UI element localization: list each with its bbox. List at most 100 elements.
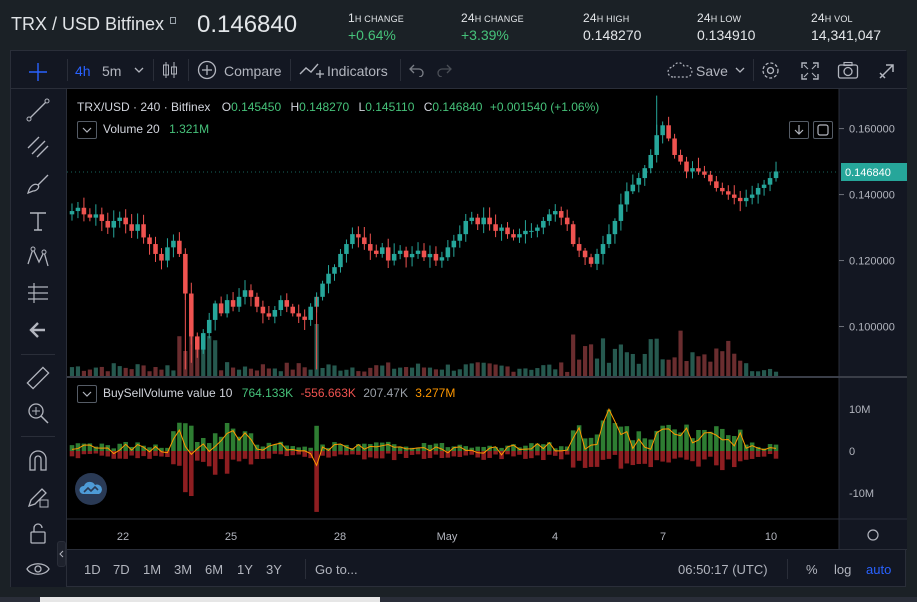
lock-icon[interactable] [25, 520, 51, 546]
bsv-buy-bar [678, 432, 683, 451]
candle-body [505, 227, 510, 235]
range-1m-button[interactable]: 1M [143, 562, 162, 577]
indicators-button[interactable]: Indicators [327, 63, 388, 79]
range-3y-button[interactable]: 3Y [266, 562, 282, 577]
chevron-down-icon[interactable] [134, 66, 144, 74]
bsv-buy-bar [672, 429, 677, 451]
candle-body [618, 204, 624, 221]
candle-body [248, 290, 254, 297]
bsv-buy-bar [481, 446, 486, 451]
bsv-sell-bar [666, 451, 671, 463]
pane-down-button[interactable] [789, 121, 809, 139]
toolbar-divider [153, 59, 154, 81]
range-1y-button[interactable]: 1Y [237, 562, 253, 577]
candle-body [636, 178, 642, 185]
prediction-tool-icon[interactable] [25, 280, 51, 306]
pattern-tool-icon[interactable] [25, 244, 51, 270]
volume-bar [165, 365, 170, 376]
auto-toggle[interactable]: auto [866, 562, 892, 577]
bsv-buy-bar [206, 443, 212, 451]
bsv-buy-bar [212, 433, 218, 451]
utc-clock[interactable]: 06:50:17 (UTC) [678, 562, 768, 577]
toolbar-divider [188, 59, 189, 81]
stat-label: 24H CHANGE [461, 11, 524, 25]
collapse-bsv-button[interactable] [77, 385, 97, 403]
volume-bar [302, 367, 307, 376]
stat-label: 1H CHANGE [348, 11, 404, 25]
chart-area[interactable]: 0.160000 0.140000 0.120000 0.100000 0.146840… [67, 89, 907, 549]
bsv-sell-bar [105, 451, 111, 457]
candle-body [475, 217, 480, 225]
volume-bar [207, 336, 212, 376]
save-button[interactable]: Save [696, 63, 728, 79]
collapse-volume-button[interactable] [77, 121, 97, 139]
publish-icon[interactable] [877, 61, 897, 81]
range-7d-button[interactable]: 7D [113, 562, 130, 577]
gear-icon[interactable] [760, 60, 781, 81]
bsv-sell-bar [660, 451, 665, 462]
trend-line-icon[interactable] [25, 97, 51, 123]
ruler-icon[interactable] [25, 365, 51, 391]
zoom-in-icon[interactable] [25, 400, 51, 426]
indicators-icon[interactable] [298, 60, 326, 80]
bsv-legend: BuySellVolume value 10 764.133K -556.663… [77, 385, 455, 403]
plus-circle-icon[interactable] [197, 60, 217, 80]
pane-maximize-button[interactable] [813, 121, 833, 139]
back-arrow-icon[interactable] [25, 317, 51, 343]
volume-bar [230, 367, 236, 376]
range-3m-button[interactable]: 3M [174, 562, 193, 577]
bsv-sell-bar [254, 451, 260, 459]
undo-icon[interactable] [409, 63, 425, 77]
volume-bar [523, 368, 528, 376]
redo-icon[interactable] [436, 63, 452, 77]
price-chart[interactable]: 0.160000 0.140000 0.120000 0.100000 0.146840… [67, 89, 907, 549]
bsv-sell-bar [636, 451, 642, 465]
volume-bar [320, 367, 325, 376]
bsv-sell-bar [374, 451, 379, 459]
volume-bar [404, 367, 409, 376]
bsv-sell-bar [648, 451, 653, 468]
candles-icon[interactable] [161, 60, 179, 80]
range-1d-button[interactable]: 1D [84, 562, 101, 577]
volume-bar [147, 371, 152, 376]
brush-icon[interactable] [25, 171, 51, 197]
tradingview-logo[interactable] [75, 473, 107, 505]
interval-4h-button[interactable]: 4h [75, 63, 91, 79]
candle-body [726, 191, 731, 195]
compare-button[interactable]: Compare [224, 63, 282, 79]
candle-body [714, 181, 719, 188]
bsv-sell-bar [523, 451, 528, 459]
interval-5m-button[interactable]: 5m [102, 63, 122, 79]
goto-button[interactable]: Go to... [315, 562, 358, 577]
bsv-buy-bar [141, 445, 146, 451]
crosshair-icon[interactable] [27, 61, 49, 83]
axis-settings-icon[interactable] [867, 529, 879, 541]
candle-body [212, 303, 218, 320]
collapse-toolbar-handle[interactable] [57, 541, 66, 567]
lock-pencil-icon[interactable] [25, 484, 51, 510]
percent-toggle[interactable]: % [806, 562, 818, 577]
bsv-buy-bar [469, 447, 474, 451]
text-tool-icon[interactable] [25, 208, 51, 234]
copy-icon[interactable] [170, 17, 176, 24]
magnet-icon[interactable] [25, 448, 51, 474]
candle-body [75, 207, 81, 212]
volume-bar [129, 369, 134, 376]
bsv-sell-bar [350, 451, 355, 455]
range-6m-button[interactable]: 6M [205, 562, 224, 577]
fib-tool-icon[interactable] [25, 134, 51, 160]
bsv-buy-bar [618, 426, 624, 451]
cloud-icon[interactable] [666, 62, 694, 80]
volume-bar [767, 368, 773, 376]
candle-body [350, 234, 355, 245]
legend-high: 0.148270 [299, 100, 350, 114]
camera-icon[interactable] [837, 61, 859, 80]
chevron-down-icon[interactable] [735, 66, 745, 74]
fullscreen-icon[interactable] [800, 61, 820, 81]
stat-label: 24H LOW [697, 11, 755, 25]
volume-bar [606, 362, 612, 376]
log-toggle[interactable]: log [834, 562, 852, 577]
eye-icon[interactable] [25, 556, 51, 582]
volume-bar [702, 354, 707, 376]
candle-body [743, 197, 749, 202]
